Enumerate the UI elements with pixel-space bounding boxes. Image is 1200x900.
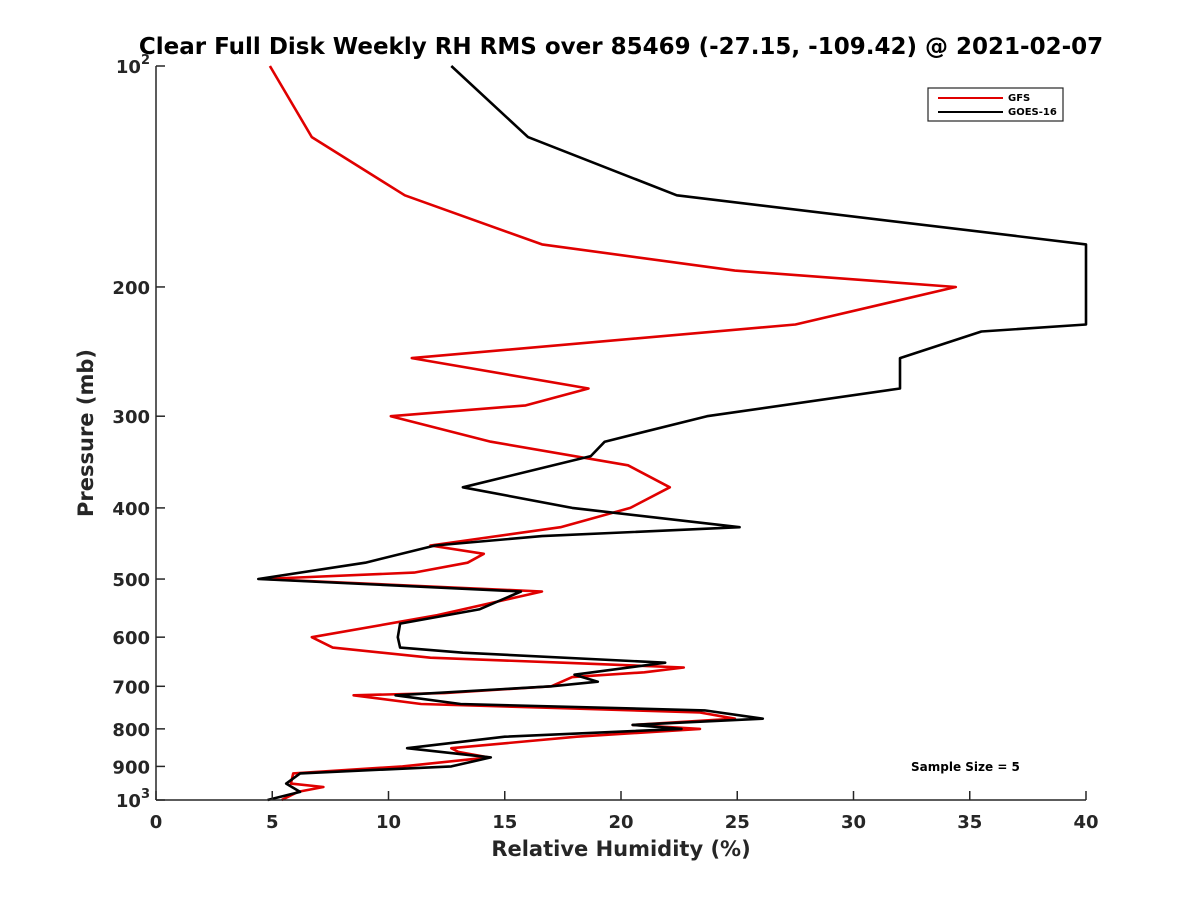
- x-tick-label: 15: [492, 812, 517, 833]
- y-tick-label: 700: [112, 677, 150, 698]
- legend: GFS GOES-16: [927, 87, 1064, 122]
- y-axis-label: Pressure (mb): [74, 349, 98, 517]
- x-axis-ticks: 0 5 10 15 20 25 30 35 40: [150, 791, 1099, 833]
- series-layer: [256, 65, 1088, 802]
- y-tick-label: 300: [112, 407, 150, 428]
- chart-title: Clear Full Disk Weekly RH RMS over 85469…: [139, 34, 1103, 60]
- series-line-goes16: [256, 65, 1088, 802]
- y-tick-label: 600: [112, 628, 150, 649]
- y-tick-label: 103: [116, 787, 150, 812]
- x-axis-label: Relative Humidity (%): [491, 837, 750, 861]
- x-tick-label: 10: [376, 812, 401, 833]
- x-tick-label: 20: [608, 812, 633, 833]
- x-tick-label: 40: [1073, 812, 1098, 833]
- y-tick-label: 800: [112, 720, 150, 741]
- x-tick-label: 25: [725, 812, 750, 833]
- x-tick-label: 30: [841, 812, 866, 833]
- x-tick-label: 35: [957, 812, 982, 833]
- y-tick-label: 400: [112, 499, 150, 520]
- legend-label-goes16: GOES-16: [1008, 107, 1057, 118]
- y-tick-label: 200: [112, 278, 150, 299]
- sample-size-annotation: Sample Size = 5: [911, 760, 1020, 774]
- y-axis-ticks: 102 200 300 400 500 600 700 800 900 103: [112, 53, 165, 812]
- x-tick-label: 5: [266, 812, 279, 833]
- x-tick-label: 0: [150, 812, 163, 833]
- y-tick-label: 500: [112, 570, 150, 591]
- series-line-gfs: [261, 65, 958, 802]
- y-tick-label: 900: [112, 757, 150, 778]
- legend-box: [927, 87, 1064, 122]
- y-tick-label: 102: [116, 53, 150, 78]
- legend-label-gfs: GFS: [1008, 93, 1030, 104]
